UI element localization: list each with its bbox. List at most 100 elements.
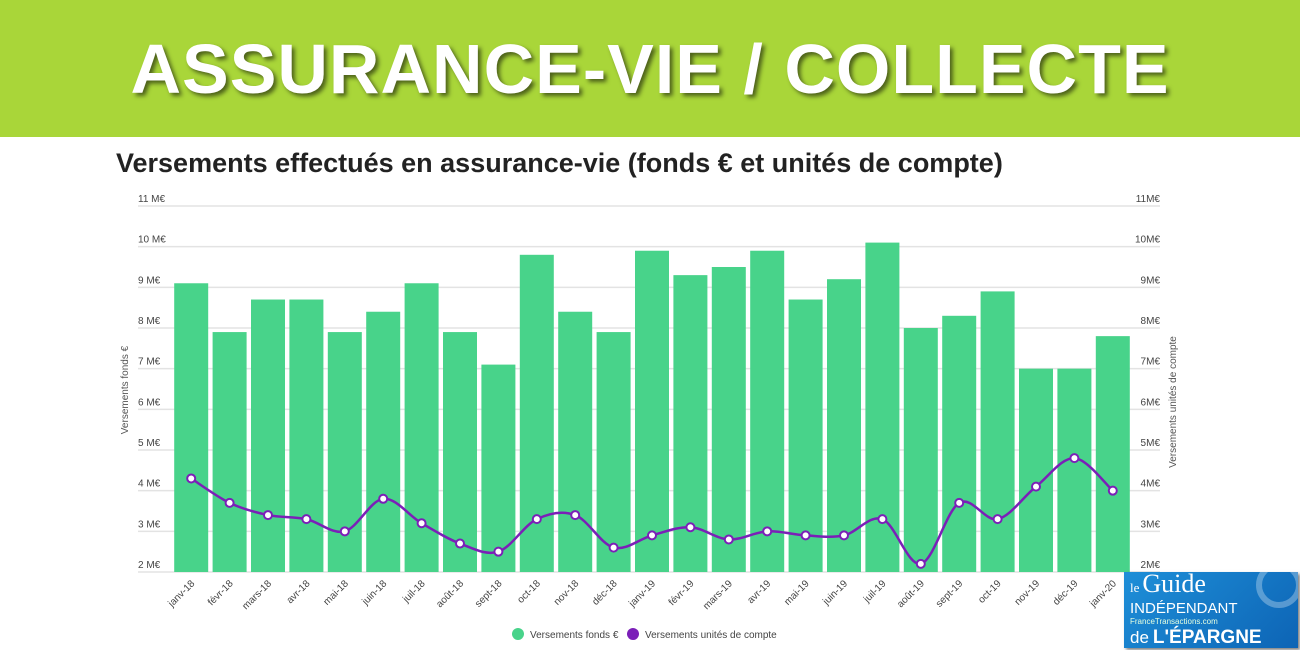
line-point: [723, 534, 734, 545]
x-tick-label: oct-18: [515, 578, 543, 606]
line-point: [992, 514, 1003, 525]
y2-axis-title: Versements unités de compte: [1168, 336, 1179, 468]
y2-tick-label: 9M€: [1141, 275, 1161, 286]
bar: [212, 332, 247, 572]
line-point: [685, 522, 696, 533]
line-point: [301, 514, 312, 525]
x-tick-label: déc-18: [590, 578, 620, 608]
x-tick-label: sept-18: [473, 578, 505, 610]
logo-row-site: FranceTransactions.com: [1130, 617, 1292, 627]
logo-le: le: [1130, 580, 1140, 595]
bar: [251, 299, 285, 572]
line-point: [224, 497, 235, 508]
logo-guide: Guide: [1142, 572, 1206, 598]
guide-epargne-logo: le Guide INDÉPENDANT FranceTransactions.…: [1124, 572, 1298, 648]
bar: [1019, 368, 1053, 572]
line-point: [1031, 481, 1041, 492]
bar: [1057, 368, 1092, 572]
y-tick-label: 8 M€: [138, 316, 161, 327]
line-point: [647, 530, 657, 541]
bar: [635, 250, 669, 572]
line-point: [1107, 485, 1118, 496]
y-tick-label: 2 M€: [138, 560, 161, 571]
line-point: [416, 518, 427, 529]
x-tick-label: mars-19: [701, 578, 735, 612]
y2-tick-label: 5M€: [1141, 438, 1161, 449]
y2-tick-label: 4M€: [1141, 479, 1161, 490]
bar: [481, 364, 516, 572]
y2-tick-label: 10M€: [1135, 235, 1160, 246]
bar: [942, 315, 977, 572]
bar: [519, 254, 554, 573]
line-point: [954, 497, 965, 508]
y2-tick-label: 11M€: [1136, 194, 1161, 205]
x-tick-label: mai-19: [782, 578, 812, 608]
bar: [558, 311, 593, 572]
logo-ring: [1256, 572, 1298, 608]
line-point: [339, 526, 350, 537]
bar: [711, 267, 746, 572]
x-tick-label: oct-19: [976, 578, 1004, 606]
line-point: [839, 530, 849, 541]
x-tick-label: nov-19: [1013, 578, 1043, 608]
legend-swatch-fonds: [512, 628, 524, 640]
legend-swatch-uc: [627, 628, 639, 640]
bar: [404, 283, 439, 572]
x-tick-label: août-18: [434, 578, 466, 610]
x-tick-label: août-19: [895, 578, 927, 610]
x-tick-label: nov-18: [552, 578, 582, 608]
logo-row-guide: le Guide: [1130, 572, 1292, 601]
x-tick-label: sept-19: [934, 578, 966, 610]
x-tick-label: juin-18: [360, 578, 390, 608]
x-tick-label: janv-18: [166, 578, 198, 610]
line-point: [570, 510, 581, 521]
y2-tick-label: 8M€: [1141, 316, 1161, 327]
bar: [827, 279, 861, 572]
logo-independant: INDÉPENDANT: [1130, 600, 1238, 617]
x-tick-label: juin-19: [820, 578, 850, 608]
line-point: [455, 538, 465, 549]
x-tick-label: juil-18: [400, 578, 428, 606]
y-tick-label: 3 M€: [138, 519, 161, 530]
line-point: [531, 514, 542, 525]
banner-title: ASSURANCE-VIE / COLLECTE: [130, 29, 1170, 108]
y-tick-label: 10 M€: [138, 235, 166, 246]
bar: [788, 299, 823, 572]
y2-tick-label: 7M€: [1141, 357, 1161, 368]
logo-france-transactions: FranceTransactions.com: [1130, 617, 1218, 626]
y-tick-label: 5 M€: [138, 438, 161, 449]
x-tick-label: déc-19: [1051, 578, 1081, 608]
y2-tick-label: 3M€: [1141, 519, 1161, 530]
bar: [903, 328, 938, 572]
y-tick-label: 7 M€: [138, 357, 161, 368]
line-point: [378, 493, 389, 504]
bar: [366, 311, 401, 572]
bar: [443, 332, 477, 572]
y-axis-title: Versements fonds €: [120, 345, 131, 434]
line-point: [263, 510, 273, 521]
line-point: [1069, 453, 1080, 464]
x-tick-label: avr-18: [285, 578, 313, 606]
line-point: [493, 546, 504, 557]
bar: [174, 283, 209, 572]
x-tick-label: janv-20: [1087, 578, 1119, 610]
y-tick-label: 9 M€: [138, 275, 161, 286]
bar: [596, 332, 631, 572]
bar: [980, 291, 1015, 572]
logo-epargne: L'ÉPARGNE: [1152, 627, 1262, 648]
x-tick-label: mars-18: [240, 578, 274, 612]
bar: [750, 250, 785, 572]
bar: [1095, 336, 1130, 572]
chart-title: Versements effectués en assurance-vie (f…: [116, 148, 1003, 178]
line-point: [800, 530, 811, 541]
logo-row-independant: INDÉPENDANT: [1130, 601, 1292, 617]
line-point: [877, 514, 888, 525]
x-tick-label: janv-19: [626, 578, 658, 610]
line-point: [762, 526, 773, 537]
logo-de: de: [1130, 628, 1149, 647]
line-point: [608, 542, 619, 553]
x-tick-label: mai-18: [322, 578, 352, 608]
x-tick-label: juil-19: [861, 578, 889, 606]
legend-label-fonds: Versements fonds €: [530, 630, 619, 641]
